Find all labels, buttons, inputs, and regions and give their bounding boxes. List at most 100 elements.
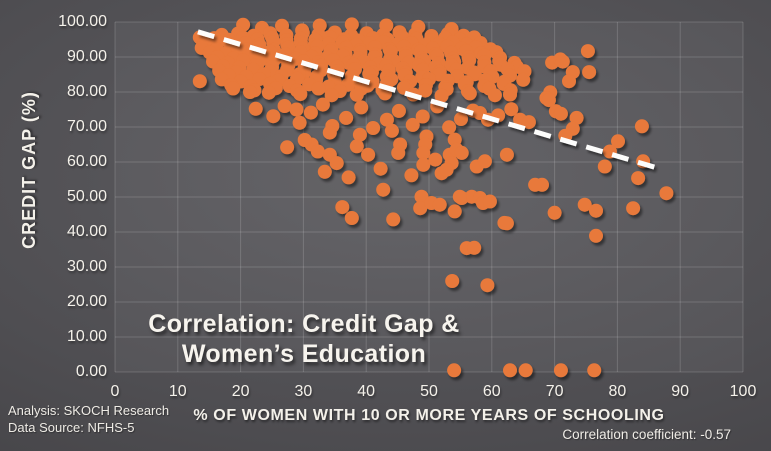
data-point — [349, 139, 364, 154]
data-point — [503, 363, 517, 378]
data-point — [659, 186, 674, 201]
data-point — [414, 189, 429, 204]
data-point — [528, 177, 543, 192]
chart-title-line2: Women’s Education — [181, 340, 427, 368]
data-point — [447, 363, 462, 378]
data-point — [416, 145, 431, 160]
y-tick-label: 40.00 — [66, 223, 107, 240]
x-tick-label: 30 — [294, 383, 313, 400]
data-point — [580, 44, 595, 59]
data-point — [454, 145, 469, 160]
data-point — [418, 83, 433, 98]
y-tick-label: 50.00 — [66, 188, 107, 205]
x-tick-label: 50 — [420, 383, 438, 400]
data-point — [434, 88, 449, 103]
data-point — [577, 197, 592, 212]
x-tick-label: 20 — [231, 383, 250, 400]
data-point — [391, 145, 406, 160]
data-point — [404, 168, 419, 183]
data-point — [266, 109, 281, 124]
data-point — [226, 81, 241, 96]
data-point — [243, 85, 257, 99]
data-point — [569, 110, 584, 125]
data-point — [634, 119, 649, 134]
data-point — [386, 212, 401, 227]
data-point — [480, 278, 495, 293]
footer-analysis: Analysis: SKOCH Research — [8, 403, 170, 418]
data-point — [516, 72, 531, 87]
data-point — [477, 154, 492, 169]
data-point — [297, 133, 312, 147]
data-point — [289, 102, 304, 117]
data-point — [482, 194, 497, 209]
data-point — [553, 106, 568, 121]
data-point — [439, 162, 454, 177]
chart-title-annotation: Correlation: Credit Gap & Women’s Educat… — [118, 309, 490, 369]
y-tick-label: 80.00 — [66, 83, 107, 100]
data-point — [547, 205, 562, 220]
data-point — [405, 117, 420, 132]
data-point — [445, 274, 460, 288]
data-point — [611, 134, 625, 149]
data-point — [487, 88, 502, 103]
data-point — [344, 211, 359, 225]
footer-source: Data Source: NFHS-5 — [8, 420, 135, 435]
y-tick-label: 10.00 — [66, 328, 107, 345]
data-point — [366, 121, 381, 135]
data-point — [339, 110, 354, 125]
data-point — [503, 87, 517, 102]
x-tick-label: 10 — [168, 383, 187, 400]
data-point — [416, 157, 431, 172]
data-point — [562, 74, 576, 89]
data-point — [497, 215, 512, 230]
x-tick-label: 100 — [729, 383, 757, 400]
data-point — [521, 115, 536, 130]
data-point — [391, 103, 406, 118]
footer-attribution: Analysis: SKOCH Research Data Source: NF… — [8, 402, 169, 436]
data-point — [354, 100, 369, 115]
data-point — [504, 102, 519, 117]
data-point — [349, 87, 364, 102]
x-tick-label: 60 — [482, 383, 501, 400]
data-point — [280, 140, 295, 155]
data-point — [597, 159, 612, 174]
data-point — [428, 152, 443, 167]
data-point — [541, 93, 556, 108]
data-point — [322, 125, 337, 140]
data-point — [589, 203, 603, 218]
data-point — [261, 85, 276, 100]
data-point — [315, 97, 330, 112]
data-point — [631, 171, 646, 186]
data-point — [413, 201, 428, 216]
scatter-plot — [114, 17, 744, 378]
data-point — [626, 201, 641, 216]
x-tick-label: 0 — [110, 383, 120, 400]
plot-area — [114, 17, 744, 378]
data-point — [582, 65, 597, 80]
data-point — [335, 200, 350, 215]
y-tick-label: 0.00 — [75, 363, 107, 380]
data-point — [341, 170, 356, 185]
y-tick-label: 90.00 — [66, 48, 107, 65]
chart-title-line1: Correlation: Credit Gap & — [148, 310, 460, 338]
x-axis-title: % OF WOMEN WITH 10 OR MORE YEARS OF SCHO… — [193, 407, 665, 424]
data-point — [324, 88, 339, 103]
data-point — [293, 87, 308, 102]
data-point — [303, 105, 318, 120]
y-tick-label: 30.00 — [66, 258, 107, 275]
data-point — [248, 101, 263, 116]
data-point — [462, 86, 477, 101]
data-point — [587, 363, 602, 378]
y-tick-label: 100.00 — [58, 13, 107, 30]
data-point — [379, 112, 394, 127]
data-point — [452, 189, 467, 204]
data-point — [376, 182, 391, 197]
data-point — [589, 228, 603, 243]
x-tick-label: 70 — [545, 383, 564, 400]
y-tick-label: 20.00 — [66, 293, 107, 310]
data-point — [277, 99, 292, 113]
data-point — [467, 240, 482, 255]
data-point — [384, 123, 399, 138]
data-point — [292, 115, 307, 130]
